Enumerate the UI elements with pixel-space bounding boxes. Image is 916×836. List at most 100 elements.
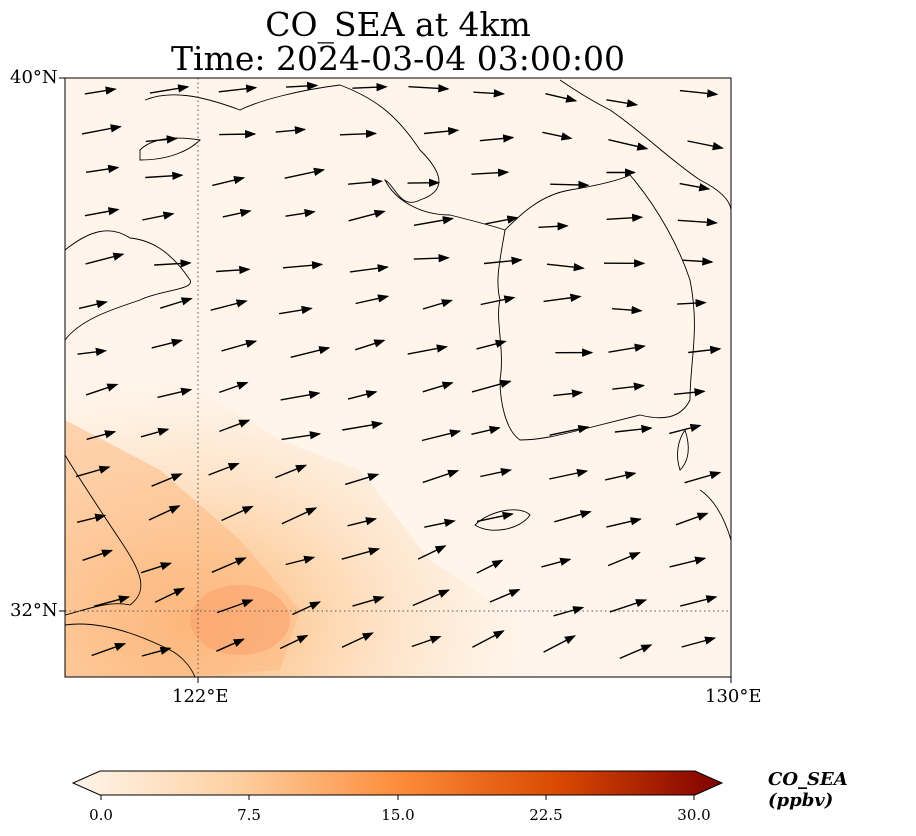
wind-arrow <box>407 344 448 355</box>
lon-tick-122e: 122°E <box>172 686 229 707</box>
wind-arrow <box>679 182 711 192</box>
wind-arrow <box>680 595 718 607</box>
wind-arrow <box>285 555 316 566</box>
wind-arrow <box>681 636 717 648</box>
wind-arrow <box>479 134 515 143</box>
wind-arrow <box>417 545 447 560</box>
wind-arrow <box>677 218 718 227</box>
wind-arrow <box>348 177 383 187</box>
wind-arrow <box>684 471 722 484</box>
wind-arrow <box>424 518 456 528</box>
wind-arrow <box>543 635 577 653</box>
wind-arrow <box>151 473 183 487</box>
wind-arrow <box>145 135 178 144</box>
wind-arrow <box>149 84 190 94</box>
colorbar-tick-label: 22.5 <box>529 806 563 824</box>
wind-arrow <box>413 253 450 263</box>
wind-arrow <box>286 81 319 91</box>
wind-arrow <box>489 588 521 603</box>
wind-arrow <box>278 305 313 315</box>
wind-arrow <box>550 180 590 190</box>
colorbar-tick-label: 30.0 <box>677 806 711 824</box>
wind-arrow <box>347 390 378 400</box>
wind-arrow <box>554 510 592 523</box>
wind-arrow <box>421 429 462 442</box>
wind-arrow <box>81 124 122 135</box>
wind-arrow <box>411 635 442 648</box>
wind-arrow <box>292 601 321 616</box>
wind-arrow <box>142 211 175 221</box>
wind-arrow <box>608 139 649 151</box>
wind-arrow <box>82 549 114 561</box>
wind-arrow <box>355 294 390 305</box>
wind-arrow <box>347 517 378 527</box>
wind-arrow <box>221 505 254 522</box>
wind-arrow <box>145 171 184 181</box>
wind-arrow <box>344 473 380 486</box>
wind-arrow <box>687 140 724 151</box>
lat-tick-32n: 32°N <box>10 600 58 621</box>
wind-arrow <box>339 129 378 138</box>
wind-arrow <box>342 420 384 431</box>
wind-arrow <box>480 295 516 306</box>
wind-arrow <box>85 164 120 174</box>
wind-arrow <box>352 595 385 607</box>
wind-arrow <box>354 339 386 351</box>
wind-arrow <box>476 559 504 574</box>
colorbar-label: CO_SEA (ppbv) <box>768 769 848 811</box>
wind-arrow <box>473 89 505 98</box>
wind-arrow <box>75 465 111 478</box>
wind-arrow <box>606 99 639 108</box>
wind-arrow <box>280 390 321 401</box>
wind-arrow <box>682 257 714 266</box>
wind-arrow <box>341 547 381 560</box>
wind-arrow <box>290 346 331 358</box>
wind-arrow <box>208 462 240 476</box>
colorbar <box>71 770 724 796</box>
wind-arrow <box>85 252 125 265</box>
wind-arrow <box>542 131 573 141</box>
lat-tick-40n: 40°N <box>10 67 58 88</box>
wind-arrow <box>212 176 246 187</box>
wind-arrow <box>471 168 510 177</box>
wind-arrow <box>476 511 514 523</box>
wind-arrow <box>675 512 709 526</box>
wind-arrow <box>546 262 585 272</box>
wind-arrow <box>413 216 454 226</box>
wind-arrow <box>349 264 389 273</box>
wind-arrow <box>148 505 181 521</box>
wind-arrow <box>84 207 120 217</box>
co-plume-max <box>190 585 290 655</box>
wind-arrow <box>669 423 702 435</box>
title-line-2: Time: 2024-03-04 03:00:00 <box>171 39 625 78</box>
wind-arrow <box>422 299 453 310</box>
map-frame <box>64 77 732 678</box>
wind-arrow <box>216 638 245 652</box>
wind-arrow <box>157 387 193 399</box>
wind-arrow <box>341 632 374 648</box>
colorbar-tick-label: 0.0 <box>89 806 113 824</box>
wind-arrow <box>93 595 131 607</box>
wind-arrow <box>281 507 318 525</box>
wind-arrow <box>541 557 572 568</box>
wind-arrow <box>545 93 578 103</box>
wind-arrow <box>140 427 170 438</box>
wind-arrow <box>471 425 501 435</box>
wind-arrow <box>483 256 523 266</box>
wind-arrow <box>216 265 251 275</box>
wind-arrow <box>159 297 193 309</box>
wind-arrow <box>210 299 248 311</box>
wind-arrow <box>549 468 589 480</box>
wind-arrow <box>222 208 252 218</box>
title-line-1: CO_SEA at 4km <box>265 5 531 44</box>
wind-arrow <box>538 222 569 231</box>
wind-arrow <box>86 430 117 440</box>
wind-arrow <box>472 630 505 648</box>
wind-arrow <box>422 381 454 393</box>
wind-arrow <box>679 89 719 98</box>
wind-arrow <box>76 513 107 523</box>
wind-arrow <box>78 300 108 310</box>
wind-arrow <box>543 293 582 303</box>
colorbar-ticks <box>100 795 695 800</box>
